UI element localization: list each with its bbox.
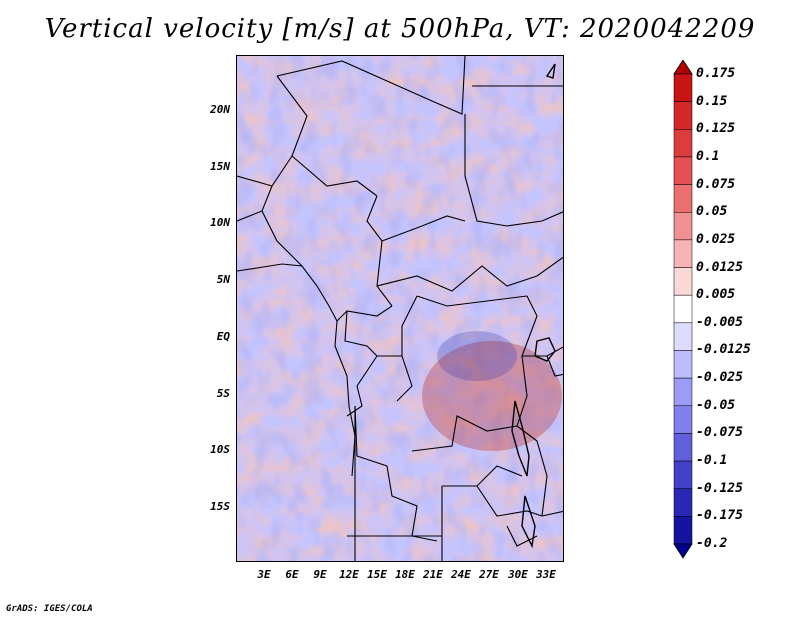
lat-tick-label: 5N <box>216 273 230 286</box>
lon-tick-label: 18E <box>395 568 415 581</box>
colorbar-tick-label: -0.005 <box>696 314 743 330</box>
colorbar-segment <box>673 516 693 545</box>
lon-tick-label: 3E <box>257 568 271 581</box>
colorbar-tick-label: -0.075 <box>696 425 743 441</box>
colorbar-segment <box>673 156 693 185</box>
lake-outlines <box>511 63 556 549</box>
colorbar-tick-label: -0.025 <box>696 370 743 386</box>
lat-tick-label: 10S <box>210 443 230 456</box>
downdraft-region <box>437 331 517 381</box>
lon-tick-label: 30E <box>508 568 528 581</box>
map-plot-area <box>236 55 564 562</box>
colorbar-tick-label: -0.0125 <box>696 342 751 358</box>
lon-tick-label: 9E <box>313 568 327 581</box>
field-downdraft-layer <box>237 56 563 561</box>
lat-tick-label: 15S <box>210 500 230 513</box>
grads-credit: GrADS: IGES/COLA <box>6 604 93 614</box>
lat-tick-label: 10N <box>210 216 230 229</box>
colorbar-segment <box>673 294 693 324</box>
colorbar-tick-label: -0.175 <box>696 508 743 524</box>
colorbar-tick-label: 0.125 <box>696 121 736 137</box>
lat-tick-label: 15N <box>210 160 230 173</box>
lon-tick-label: 21E <box>423 568 443 581</box>
colorbar-tick-label: 0.005 <box>696 287 736 303</box>
colorbar-segment <box>673 350 693 379</box>
lon-tick-label: 24E <box>451 568 471 581</box>
convective-region <box>422 341 562 451</box>
colorbar-segment <box>673 377 693 407</box>
colorbar-tick-label: 0.15 <box>696 93 728 109</box>
lat-tick-label: EQ <box>216 330 230 343</box>
colorbar-segment <box>673 211 693 241</box>
lon-tick-label: 15E <box>367 568 387 581</box>
colorbar-segment <box>673 405 693 434</box>
map-title: Vertical velocity [m/s] at 500hPa, VT: 2… <box>44 14 756 44</box>
colorbar-segment <box>673 184 693 213</box>
colorbar-segment <box>673 322 693 351</box>
colorbar-segment <box>673 543 693 559</box>
colorbar-tick-label: 0.075 <box>696 176 736 192</box>
country-borders <box>237 56 563 561</box>
colorbar-segment <box>673 129 693 158</box>
colorbar-segment <box>673 60 693 75</box>
colorbar-segment <box>673 101 693 130</box>
lon-tick-label: 27E <box>479 568 499 581</box>
colorbar-tick-label: -0.2 <box>696 536 728 551</box>
lat-tick-label: 5S <box>216 387 230 400</box>
colorbar-tick-label: 0.05 <box>696 204 728 220</box>
velocity-field <box>237 56 563 561</box>
colorbar-segment <box>673 267 693 296</box>
colorbar-tick-label: -0.05 <box>696 397 736 413</box>
colorbar-tick-label: 0.0125 <box>696 259 743 275</box>
colorbar-segment <box>673 239 693 268</box>
lon-tick-label: 12E <box>339 568 359 581</box>
colorbar-segment <box>673 488 693 517</box>
colorbar-tick-label: 0.025 <box>696 231 736 247</box>
lat-tick-label: 20N <box>210 103 230 116</box>
colorbar-tick-label: -0.1 <box>696 453 728 469</box>
colorbar-segment <box>673 73 693 102</box>
coastline <box>237 263 356 477</box>
lon-tick-label: 6E <box>285 568 299 581</box>
colorbar-segment <box>673 460 693 489</box>
colorbar-tick-label: -0.125 <box>696 480 743 496</box>
colorbar <box>673 60 693 559</box>
colorbar-tick-label: 0.175 <box>696 66 736 81</box>
colorbar-tick-label: 0.1 <box>696 148 720 164</box>
lon-tick-label: 33E <box>536 568 556 581</box>
colorbar-segment <box>673 433 693 462</box>
